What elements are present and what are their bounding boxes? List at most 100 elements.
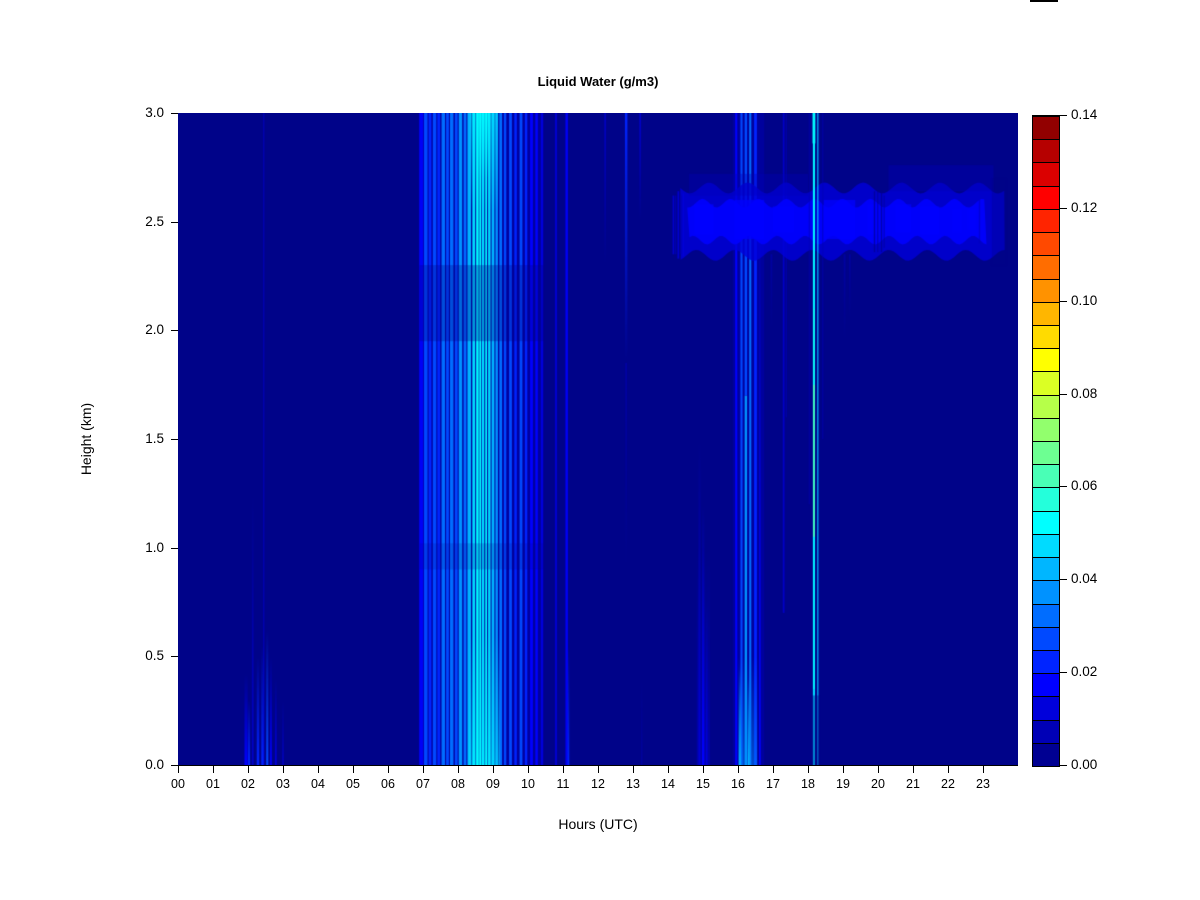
x-tick-label: 05	[346, 777, 360, 791]
colorbar-tick-label: 0.02	[1071, 664, 1098, 680]
x-tick-label: 16	[731, 777, 745, 791]
y-tick-mark	[171, 330, 178, 332]
x-tick-label: 15	[696, 777, 710, 791]
x-tick-label: 13	[626, 777, 640, 791]
colorbar-tick-mark	[1060, 300, 1067, 302]
x-tick-label: 08	[451, 777, 465, 791]
colorbar-segment	[1033, 580, 1059, 604]
y-tick-label: 0.0	[145, 757, 164, 772]
colorbar-segment	[1033, 487, 1059, 511]
colorbar-segment	[1033, 232, 1059, 256]
colorbar-tick-label: 0.06	[1071, 478, 1098, 494]
x-tick-label: 04	[311, 777, 325, 791]
x-tick-mark	[178, 766, 179, 773]
y-tick-mark	[171, 439, 178, 440]
x-tick-label: 21	[906, 777, 920, 791]
x-tick-mark	[563, 766, 564, 773]
colorbar-segment	[1033, 394, 1059, 418]
colorbar-segment	[1033, 255, 1059, 279]
x-tick-mark	[983, 766, 984, 773]
y-tick-mark	[171, 221, 178, 223]
colorbar-segment	[1033, 533, 1059, 558]
colorbar-tick-label: 0.14	[1071, 107, 1098, 122]
x-tick-label: 17	[766, 777, 780, 791]
colorbar-segment	[1033, 208, 1059, 233]
colorbar-segment	[1033, 626, 1059, 650]
x-tick-mark	[423, 766, 424, 773]
x-tick-mark	[668, 766, 669, 773]
x-tick-label: 01	[206, 777, 220, 791]
x-axis-title: Hours (UTC)	[558, 816, 638, 832]
x-tick-label: 22	[941, 777, 955, 791]
x-tick-mark	[213, 766, 214, 773]
colorbar-tick-mark	[1060, 115, 1067, 116]
colorbar-segment	[1033, 510, 1059, 534]
x-tick-label: 10	[521, 777, 535, 791]
x-tick-mark	[283, 766, 284, 773]
x-tick-mark	[808, 766, 809, 773]
x-tick-mark	[738, 766, 739, 773]
colorbar-tick-label: 0.00	[1071, 757, 1098, 772]
x-tick-mark	[528, 766, 529, 773]
colorbar-segment	[1033, 139, 1059, 163]
colorbar-tick-mark	[1060, 765, 1067, 766]
colorbar-tick-label: 0.04	[1071, 571, 1098, 587]
y-tick-mark	[171, 765, 178, 766]
colorbar-segment	[1033, 185, 1059, 209]
colorbar-segment	[1033, 301, 1059, 325]
colorbar-segment	[1033, 441, 1059, 465]
colorbar-segment	[1033, 649, 1059, 674]
colorbar-tick-mark	[1060, 207, 1067, 209]
colorbar-tick-label: 0.12	[1071, 199, 1098, 215]
colorbar-tick-mark	[1060, 486, 1067, 488]
x-tick-label: 02	[241, 777, 255, 791]
colorbar-segment	[1033, 696, 1059, 720]
x-tick-label: 03	[276, 777, 290, 791]
colorbar	[1032, 115, 1060, 767]
y-tick-label: 2.5	[145, 213, 164, 229]
colorbar-segment	[1033, 464, 1059, 488]
colorbar-segment	[1033, 278, 1059, 302]
x-tick-mark	[878, 766, 879, 773]
colorbar-segment	[1033, 348, 1059, 372]
colorbar-segment	[1033, 324, 1059, 349]
y-tick-mark	[171, 113, 178, 114]
x-tick-mark	[843, 766, 844, 773]
colorbar-segment	[1033, 371, 1059, 395]
x-tick-label: 19	[836, 777, 850, 791]
x-axis-line	[178, 765, 1018, 766]
colorbar-segment	[1033, 673, 1059, 697]
colorbar-tick-mark	[1060, 393, 1067, 395]
heatmap-plot-area	[178, 113, 1018, 765]
colorbar-tick-mark	[1060, 672, 1067, 674]
x-tick-mark	[703, 766, 704, 773]
colorbar-tick-mark	[1060, 579, 1067, 581]
x-tick-mark	[318, 766, 319, 773]
x-tick-mark	[773, 766, 774, 773]
x-tick-mark	[948, 766, 949, 773]
x-tick-mark	[493, 766, 494, 773]
chart-title: Liquid Water (g/m3)	[537, 74, 659, 89]
window-artifact	[1030, 0, 1058, 2]
x-tick-label: 07	[416, 777, 430, 791]
x-tick-label: 18	[801, 777, 815, 791]
x-tick-label: 23	[976, 777, 990, 791]
x-tick-label: 06	[381, 777, 395, 791]
y-tick-label: 0.5	[145, 648, 164, 664]
x-tick-label: 14	[661, 777, 675, 791]
colorbar-tick-label: 0.10	[1071, 292, 1098, 308]
heatmap-canvas	[178, 113, 1018, 765]
x-tick-mark	[388, 766, 389, 773]
y-tick-label: 1.5	[145, 431, 164, 446]
x-tick-label: 20	[871, 777, 885, 791]
x-tick-mark	[598, 766, 599, 773]
y-tick-mark	[171, 547, 178, 549]
colorbar-segment	[1033, 742, 1059, 766]
x-tick-label: 12	[591, 777, 605, 791]
colorbar-segment	[1033, 557, 1059, 581]
colorbar-segment	[1033, 719, 1059, 743]
y-tick-label: 3.0	[145, 105, 164, 120]
y-tick-label: 2.0	[145, 322, 164, 338]
x-tick-mark	[633, 766, 634, 773]
